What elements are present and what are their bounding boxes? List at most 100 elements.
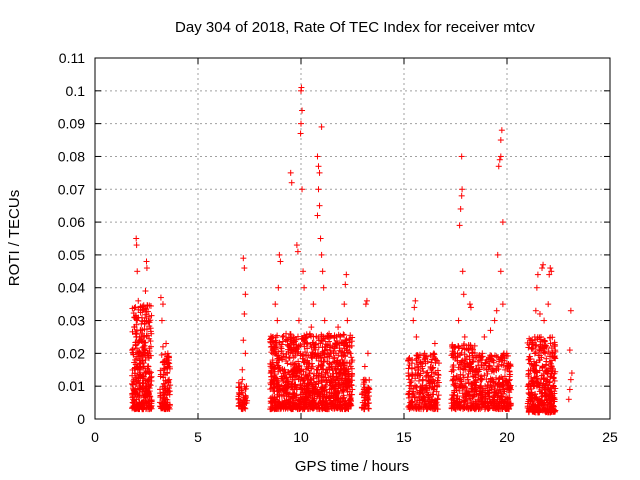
data-point [528,337,535,344]
data-point [566,347,573,354]
data-point [530,366,537,373]
data-point [136,379,143,386]
data-point [281,366,288,373]
data-point [552,343,559,350]
data-point [544,370,551,377]
data-point [469,359,476,366]
data-point [236,400,243,407]
data-point [328,363,335,370]
data-point [532,349,539,356]
data-point [240,337,247,344]
data-point [493,307,500,314]
data-point [337,366,344,373]
data-points [129,84,575,416]
data-point [548,268,555,275]
data-point [549,350,556,357]
data-point [526,341,533,348]
data-point [420,404,427,411]
data-point [318,123,325,130]
data-point [495,163,502,170]
data-point [239,366,246,373]
data-point [147,405,154,412]
data-point [319,388,326,395]
data-point [541,317,548,324]
data-point [532,307,539,314]
data-point [237,399,244,406]
data-point [316,169,323,176]
data-point [159,404,166,411]
data-point [277,258,284,265]
data-point [330,383,337,390]
data-point [135,402,142,409]
data-point [299,382,306,389]
data-point [537,333,544,340]
data-point [360,386,367,393]
data-point [284,369,291,376]
data-point [497,137,504,144]
data-point [474,403,481,410]
data-point [530,406,537,413]
data-point [299,355,306,362]
data-point [546,378,553,385]
data-point [489,376,496,383]
data-point [459,268,466,275]
data-point [468,350,475,357]
data-point [478,373,485,380]
data-point [143,326,150,333]
data-point [282,337,289,344]
data-point [410,317,417,324]
data-point [281,397,288,404]
data-point [460,291,467,298]
data-point [485,384,492,391]
data-point [320,399,327,406]
data-point [312,384,319,391]
y-tick-label: 0.08 [58,148,85,164]
data-point [533,284,540,291]
data-point [349,334,356,341]
data-point [499,301,506,308]
data-point [481,333,488,340]
data-point [301,337,308,344]
data-point [240,255,247,262]
data-point [131,304,138,311]
data-point [406,376,413,383]
data-point [336,369,343,376]
data-point [268,368,275,375]
data-point [310,387,317,394]
data-point [549,365,556,372]
data-point [504,379,511,386]
data-point [306,381,313,388]
data-point [336,382,343,389]
data-point [541,337,548,344]
data-point [164,402,171,409]
data-point [299,377,306,384]
data-point [130,396,137,403]
data-point [464,400,471,407]
data-point [408,372,415,379]
data-point [297,367,304,374]
data-point [320,374,327,381]
data-point [531,382,538,389]
data-point [465,347,472,354]
data-point [525,409,532,416]
data-point [300,268,307,275]
data-point [537,397,544,404]
data-point [140,352,147,359]
data-point [298,120,304,127]
data-point [483,366,490,373]
data-point [139,307,146,314]
data-point [273,350,280,357]
data-point [130,387,137,394]
data-point [242,350,249,357]
data-point [539,363,546,370]
data-point [497,268,504,275]
data-point [267,360,274,367]
data-point [272,403,279,410]
data-point [417,383,424,390]
data-point [317,354,324,361]
data-point [365,388,372,395]
data-point [536,310,543,317]
data-point [346,360,353,367]
data-point [537,343,544,350]
data-point [487,327,494,334]
